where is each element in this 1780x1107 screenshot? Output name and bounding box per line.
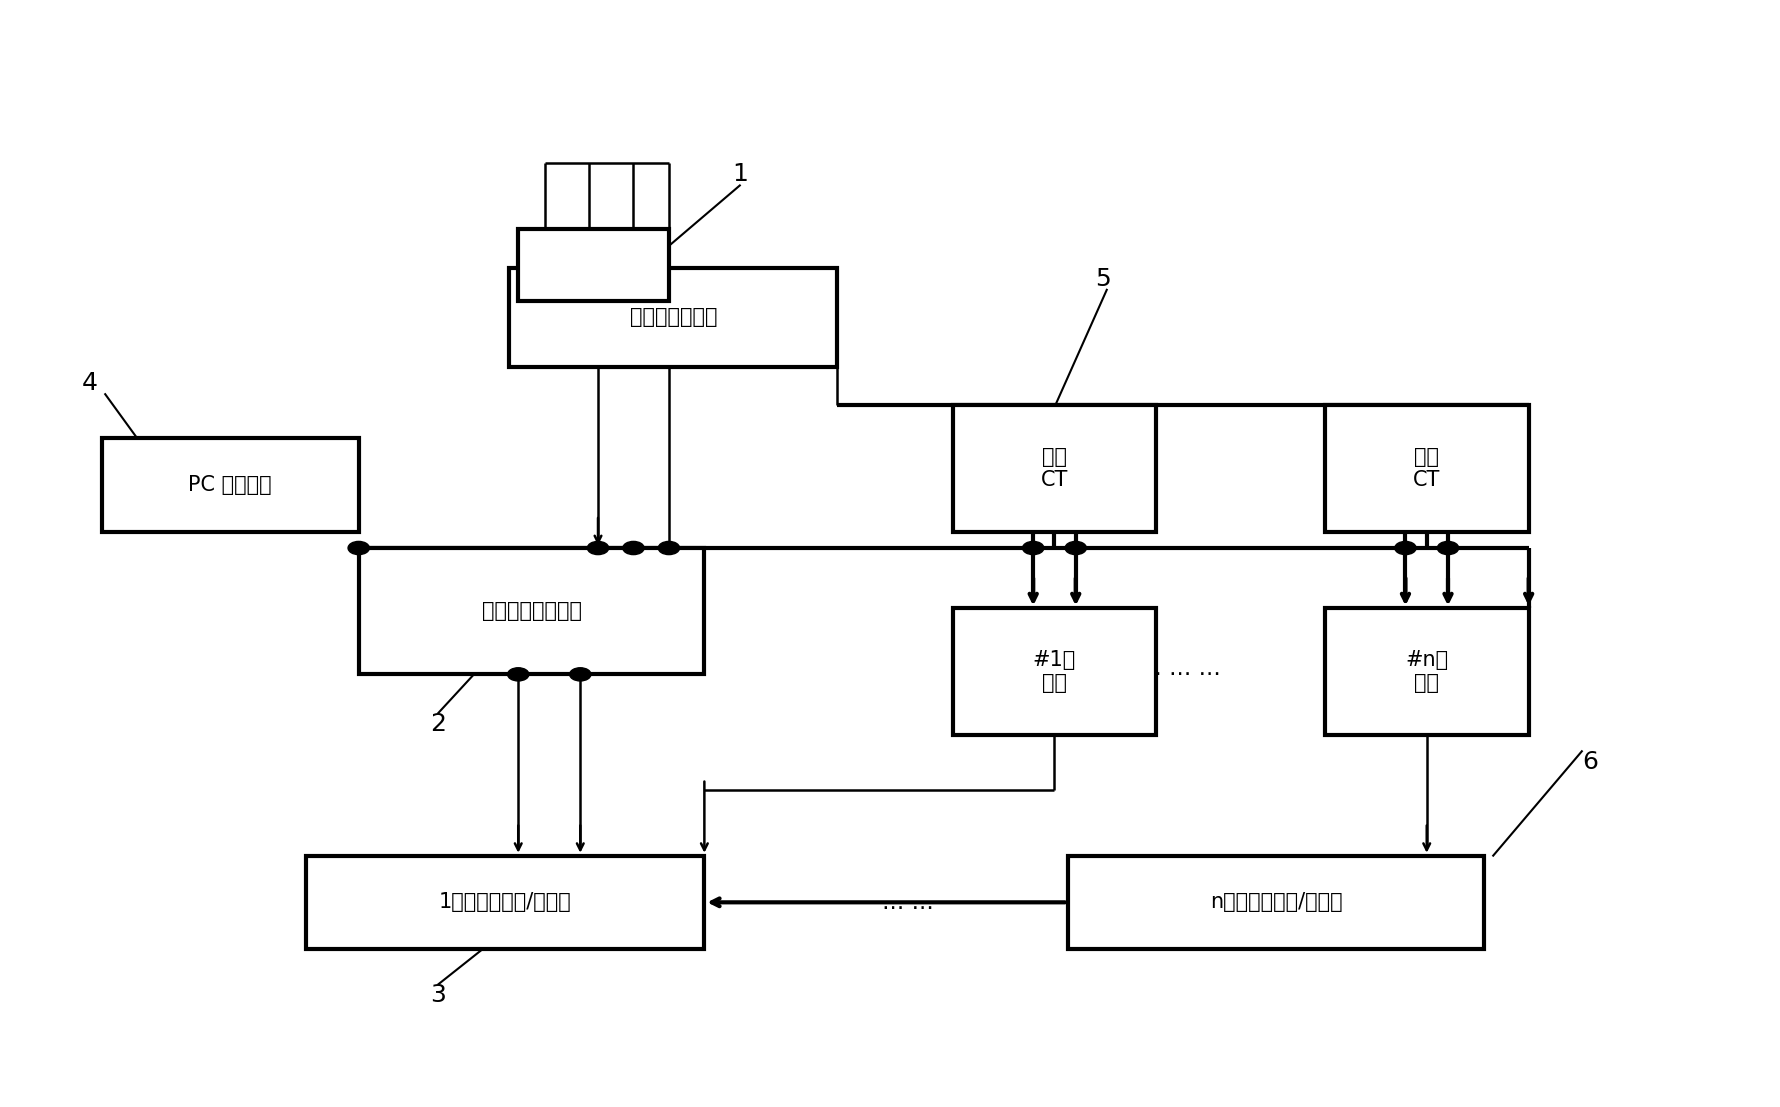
Text: 精密
CT: 精密 CT	[1040, 447, 1068, 490]
Circle shape	[570, 668, 591, 681]
Text: 2: 2	[431, 712, 447, 736]
FancyBboxPatch shape	[952, 405, 1155, 531]
Circle shape	[587, 541, 609, 555]
FancyBboxPatch shape	[358, 548, 703, 674]
Text: 1: 1	[732, 163, 748, 186]
FancyBboxPatch shape	[101, 438, 358, 531]
Circle shape	[1394, 541, 1415, 555]
Text: 3: 3	[431, 983, 447, 1007]
Text: 1表位误差计算/显示器: 1表位误差计算/显示器	[438, 892, 571, 912]
Circle shape	[1064, 541, 1086, 555]
FancyBboxPatch shape	[306, 856, 703, 949]
Text: 三相多功能标准表: 三相多功能标准表	[481, 601, 582, 621]
Text: 5: 5	[1095, 267, 1111, 291]
Circle shape	[623, 541, 644, 555]
Text: 4: 4	[82, 371, 98, 395]
Text: #1被
检表: #1被 检表	[1032, 650, 1075, 693]
Text: 程控三相功率源: 程控三相功率源	[630, 308, 717, 328]
FancyBboxPatch shape	[1324, 405, 1527, 531]
Circle shape	[1436, 541, 1458, 555]
Text: n表位误差计算/显示器: n表位误差计算/显示器	[1209, 892, 1342, 912]
FancyBboxPatch shape	[1068, 856, 1483, 949]
Text: #n被
检表: #n被 检表	[1404, 650, 1447, 693]
FancyBboxPatch shape	[952, 609, 1155, 735]
Text: 6: 6	[1582, 751, 1598, 774]
FancyBboxPatch shape	[518, 229, 669, 301]
Circle shape	[1022, 541, 1043, 555]
Circle shape	[347, 541, 368, 555]
Text: 精密
CT: 精密 CT	[1412, 447, 1440, 490]
FancyBboxPatch shape	[509, 268, 837, 366]
FancyBboxPatch shape	[1324, 609, 1527, 735]
Text: PC 控制系统: PC 控制系统	[189, 475, 272, 495]
Circle shape	[507, 668, 529, 681]
Text: … … … …: … … … …	[1109, 659, 1219, 679]
Circle shape	[659, 541, 680, 555]
Text: … …: … …	[881, 893, 935, 913]
